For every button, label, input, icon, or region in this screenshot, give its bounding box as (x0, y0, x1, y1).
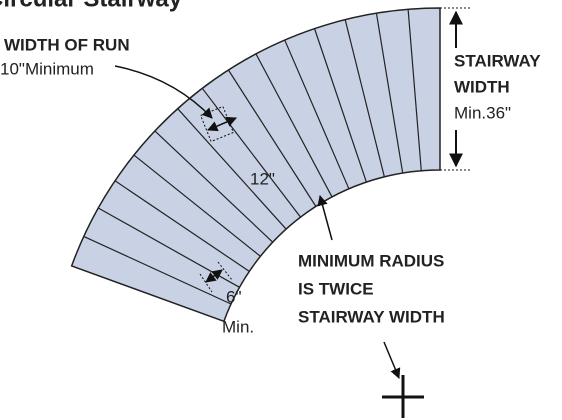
tread-line (407, 9, 422, 171)
tread-line (227, 69, 317, 207)
radius-line1: MINIMUM RADIUS (298, 251, 444, 270)
inner-dim-value: 6" (226, 287, 242, 306)
radius-line3: STAIRWAY WIDTH (298, 307, 445, 326)
radius-arrow (317, 194, 333, 241)
tread-line (255, 53, 333, 198)
tread-line (201, 87, 301, 218)
stairway (70, 7, 441, 323)
inner-dim-minimum: Min. (222, 317, 254, 336)
radius-line2: IS TWICE (298, 279, 374, 298)
center-dim: 12" (250, 169, 275, 188)
tread-line (133, 154, 261, 257)
tread-line (114, 180, 250, 272)
run-minimum: 10"Minimum (0, 59, 94, 78)
tread-line (284, 39, 350, 190)
tread-line (177, 108, 287, 230)
run-dim (207, 116, 237, 132)
width-line2: WIDTH (454, 77, 510, 96)
run-arrow (114, 65, 213, 119)
center-arrow (383, 341, 401, 379)
tread-line (83, 235, 232, 305)
tread-line (154, 130, 274, 243)
stair-outline (70, 7, 441, 323)
run-label: WIDTH OF RUN (4, 35, 130, 54)
tread-line (344, 19, 385, 177)
width-minimum: Min.36" (454, 103, 511, 122)
inner-dim (205, 269, 223, 283)
title: Circular Stairway (0, 0, 183, 12)
tread-line (313, 28, 367, 183)
tread-line (375, 13, 404, 174)
width-line1: STAIRWAY (454, 51, 541, 70)
